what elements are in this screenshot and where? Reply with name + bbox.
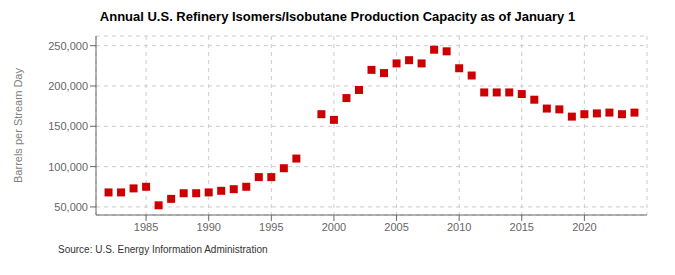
svg-text:2005: 2005 — [384, 221, 408, 233]
svg-text:Barrels per Stream Day: Barrels per Stream Day — [12, 68, 24, 183]
svg-text:2015: 2015 — [510, 221, 534, 233]
html-text:Annual U.S. Refinery Isomers/I: Annual U.S. Refinery Isomers/Isobutane P… — [99, 9, 576, 24]
svg-text:100,000: 100,000 — [48, 161, 88, 173]
svg-text:250,000: 250,000 — [48, 40, 88, 52]
svg-text:50,000: 50,000 — [54, 201, 88, 213]
svg-text:1995: 1995 — [259, 221, 283, 233]
svg-text:1985: 1985 — [134, 221, 158, 233]
html-text:Source: U.S. Energy Informatio: Source: U.S. Energy Information Administ… — [58, 244, 268, 255]
svg-text:2010: 2010 — [447, 221, 471, 233]
svg-text:200,000: 200,000 — [48, 80, 88, 92]
svg-text:2020: 2020 — [572, 221, 596, 233]
svg-text:2000: 2000 — [322, 221, 346, 233]
svg-text:150,000: 150,000 — [48, 120, 88, 132]
svg-text:1990: 1990 — [196, 221, 220, 233]
